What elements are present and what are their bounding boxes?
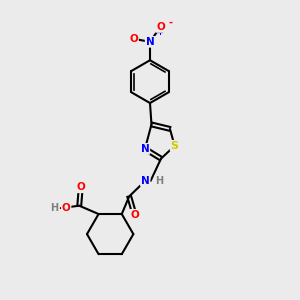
Text: N: N <box>146 37 154 47</box>
Text: +: + <box>157 28 164 37</box>
Text: H: H <box>50 203 58 213</box>
Text: O: O <box>62 203 70 213</box>
Text: N: N <box>141 176 150 186</box>
Text: O: O <box>130 210 139 220</box>
Text: S: S <box>171 141 179 151</box>
Text: O: O <box>129 34 138 44</box>
Text: O: O <box>76 182 85 192</box>
Text: H: H <box>155 176 163 186</box>
Text: N: N <box>141 144 149 154</box>
Text: -: - <box>169 17 173 28</box>
Text: O: O <box>156 22 165 32</box>
